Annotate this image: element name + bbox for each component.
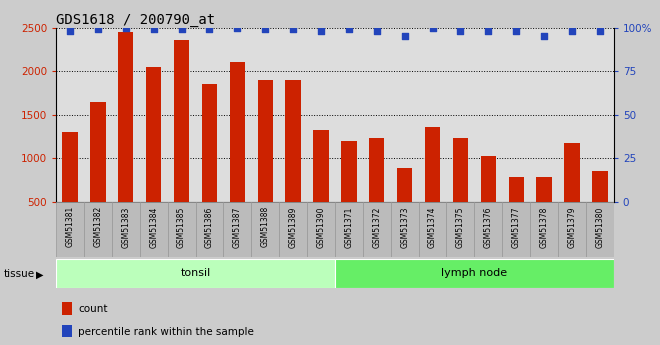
Point [511, 28, 521, 34]
Text: GDS1618 / 200790_at: GDS1618 / 200790_at [56, 12, 215, 27]
Text: GSM51382: GSM51382 [94, 206, 102, 247]
Text: GSM51385: GSM51385 [177, 206, 186, 248]
Text: GSM51386: GSM51386 [205, 206, 214, 248]
Bar [202, 84, 217, 202]
Text: ▶: ▶ [36, 269, 44, 279]
Bar [314, 129, 329, 202]
Bar [286, 80, 301, 202]
Bar [558, 202, 586, 257]
Point [148, 27, 159, 32]
Text: GSM51380: GSM51380 [595, 206, 605, 248]
Bar [118, 32, 133, 202]
Bar [335, 202, 363, 257]
Point [315, 28, 326, 34]
Bar [530, 202, 558, 257]
Text: GSM51388: GSM51388 [261, 206, 270, 247]
Text: GSM51375: GSM51375 [456, 206, 465, 248]
Bar [564, 144, 579, 202]
Point [260, 27, 271, 32]
Bar [363, 202, 391, 257]
Point [372, 28, 382, 34]
Text: GSM51387: GSM51387 [233, 206, 242, 248]
Bar [279, 202, 307, 257]
Point [288, 27, 298, 32]
Bar [446, 202, 475, 257]
Bar [140, 202, 168, 257]
Bar [56, 259, 335, 288]
Bar [230, 62, 245, 202]
Text: GSM51373: GSM51373 [400, 206, 409, 248]
Point [121, 26, 131, 31]
Point [567, 28, 578, 34]
Bar [195, 202, 223, 257]
Bar [397, 168, 412, 202]
Bar [63, 132, 78, 202]
Bar [418, 202, 446, 257]
Point [455, 28, 466, 34]
Text: GSM51383: GSM51383 [121, 206, 130, 248]
Text: GSM51371: GSM51371 [345, 206, 353, 248]
Point [344, 27, 354, 32]
Bar [168, 202, 195, 257]
Bar [453, 138, 468, 202]
Bar [56, 202, 84, 257]
Point [399, 33, 410, 39]
Bar [90, 102, 106, 202]
Text: percentile rank within the sample: percentile rank within the sample [79, 327, 254, 337]
Text: lymph node: lymph node [442, 268, 508, 278]
Bar [509, 177, 524, 202]
Bar [592, 171, 607, 202]
Text: GSM51384: GSM51384 [149, 206, 158, 248]
Bar [61, 325, 72, 337]
Bar [61, 302, 72, 315]
Bar [251, 202, 279, 257]
Bar [341, 141, 356, 202]
Point [176, 27, 187, 32]
Text: GSM51389: GSM51389 [288, 206, 298, 248]
Text: count: count [79, 304, 108, 314]
Text: GSM51377: GSM51377 [512, 206, 521, 248]
Point [595, 28, 605, 34]
Point [204, 27, 214, 32]
Point [427, 26, 438, 31]
Bar [146, 67, 161, 202]
Bar [369, 138, 384, 202]
Bar [391, 202, 418, 257]
Bar [425, 127, 440, 202]
Text: tissue: tissue [3, 269, 34, 279]
Text: GSM51378: GSM51378 [540, 206, 548, 248]
Point [539, 33, 549, 39]
Bar [174, 40, 189, 202]
Bar [112, 202, 140, 257]
Text: GSM51372: GSM51372 [372, 206, 381, 248]
Point [483, 28, 494, 34]
Bar [537, 177, 552, 202]
Text: GSM51390: GSM51390 [317, 206, 325, 248]
Point [92, 27, 103, 32]
Bar [223, 202, 251, 257]
Text: GSM51381: GSM51381 [65, 206, 75, 247]
Text: tonsil: tonsil [180, 268, 211, 278]
Text: GSM51376: GSM51376 [484, 206, 493, 248]
Text: GSM51374: GSM51374 [428, 206, 437, 248]
Bar [502, 202, 530, 257]
Point [232, 26, 243, 31]
Bar [84, 202, 112, 257]
Bar [307, 202, 335, 257]
Bar [335, 259, 614, 288]
Bar [257, 80, 273, 202]
Bar [480, 156, 496, 202]
Bar [586, 202, 614, 257]
Point [65, 28, 75, 34]
Text: GSM51379: GSM51379 [568, 206, 576, 248]
Bar [475, 202, 502, 257]
